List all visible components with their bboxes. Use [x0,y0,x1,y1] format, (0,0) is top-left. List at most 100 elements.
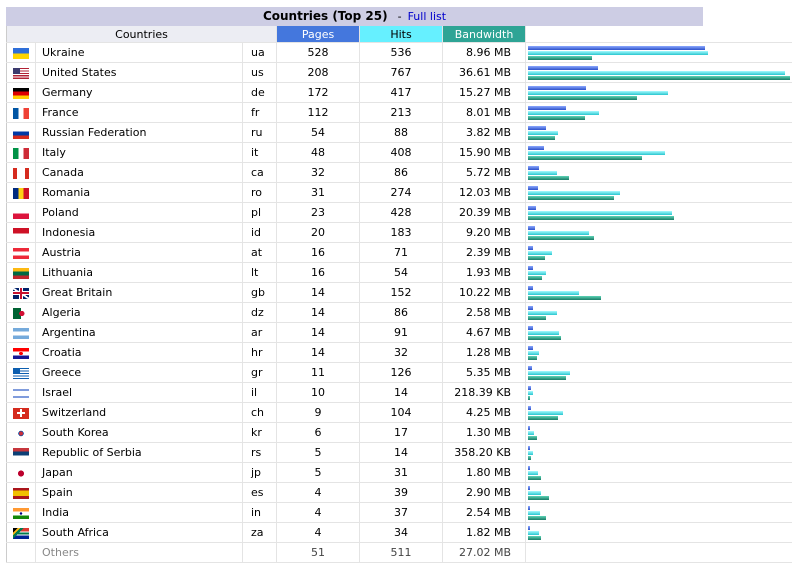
flag-cell [7,423,36,443]
country-name: Canada [36,163,243,183]
bandwidth-value: 5.35 MB [443,363,526,383]
bar-graph-cell [526,483,792,503]
bar-graph-cell [526,243,792,263]
bar-graph [528,64,790,81]
bandwidth-value: 5.72 MB [443,163,526,183]
hits-bar [528,191,620,195]
bar-graph [528,144,790,161]
flag-dz-icon [13,308,29,319]
pages-bar [528,86,586,90]
flag-cell [7,123,36,143]
country-code: us [243,63,277,83]
flag-ar-icon [13,328,29,339]
hits-value: 86 [360,303,443,323]
bar-graph-cell [526,63,792,83]
pages-value: 48 [277,143,360,163]
hits-value: 213 [360,103,443,123]
bar-graph [528,464,790,481]
bar-graph [528,224,790,241]
flag-cell [7,283,36,303]
country-code: il [243,383,277,403]
country-name: Lithuania [36,263,243,283]
country-code: fr [243,103,277,123]
flag-ch-icon [13,408,29,419]
flag-id-icon [13,228,29,239]
bar-graph-cell [526,83,792,103]
pages-bar [528,266,533,270]
bandwidth-value: 2.58 MB [443,303,526,323]
pages-bar [528,306,533,310]
pages-value: 5 [277,443,360,463]
flag-lt-icon [13,268,29,279]
country-code: ca [243,163,277,183]
pages-bar [528,166,539,170]
hits-value: 91 [360,323,443,343]
country-name: Great Britain [36,283,243,303]
bar-graph-cell [526,403,792,423]
bar-graph-cell [526,503,792,523]
pages-value: 16 [277,263,360,283]
country-name: Algeria [36,303,243,323]
pages-bar [528,146,544,150]
bar-graph-cell [526,363,792,383]
full-list-link[interactable]: Full list [408,10,446,23]
bar-graph-cell [526,223,792,243]
bar-graph [528,44,790,61]
flag-cell [7,183,36,203]
pages-value: 11 [277,363,360,383]
bar-graph-cell [526,143,792,163]
flag-gb-icon [13,288,29,299]
flag-cell [7,483,36,503]
bar-graph [528,344,790,361]
bandwidth-value: 8.01 MB [443,103,526,123]
bandwidth-value: 36.61 MB [443,63,526,83]
bandwidth-value: 9.20 MB [443,223,526,243]
bandwidth-value: 1.93 MB [443,263,526,283]
country-code: gr [243,363,277,383]
bandwidth-bar [528,356,537,360]
hits-value: 14 [360,383,443,403]
country-name: Italy [36,143,243,163]
hits-bar [528,331,559,335]
bandwidth-bar [528,516,546,520]
bandwidth-value: 2.54 MB [443,503,526,523]
country-name: Germany [36,83,243,103]
flag-pl-icon [13,208,29,219]
flag-cell [7,143,36,163]
country-code: jp [243,463,277,483]
bandwidth-value: 15.27 MB [443,83,526,103]
bar-graph [528,184,790,201]
flag-cell [7,443,36,463]
pages-value: 14 [277,283,360,303]
hits-bar [528,111,599,115]
pages-value: 172 [277,83,360,103]
bandwidth-value: 1.28 MB [443,343,526,363]
hits-value: 39 [360,483,443,503]
bar-graph [528,484,790,501]
bar-graph [528,304,790,321]
flag-gr-icon [13,368,29,379]
flag-in-icon [13,508,29,519]
pages-value: 14 [277,343,360,363]
hits-value: 183 [360,223,443,243]
flag-za-icon [13,528,29,539]
pages-value: 32 [277,163,360,183]
hits-bar [528,511,540,515]
pages-bar [528,406,531,410]
pages-value: 528 [277,43,360,63]
bandwidth-bar [528,276,542,280]
bar-graph [528,444,790,461]
hits-value: 71 [360,243,443,263]
hits-value: 88 [360,123,443,143]
pages-value: 10 [277,383,360,403]
hits-value: 408 [360,143,443,163]
bandwidth-value: 358.20 KB [443,443,526,463]
